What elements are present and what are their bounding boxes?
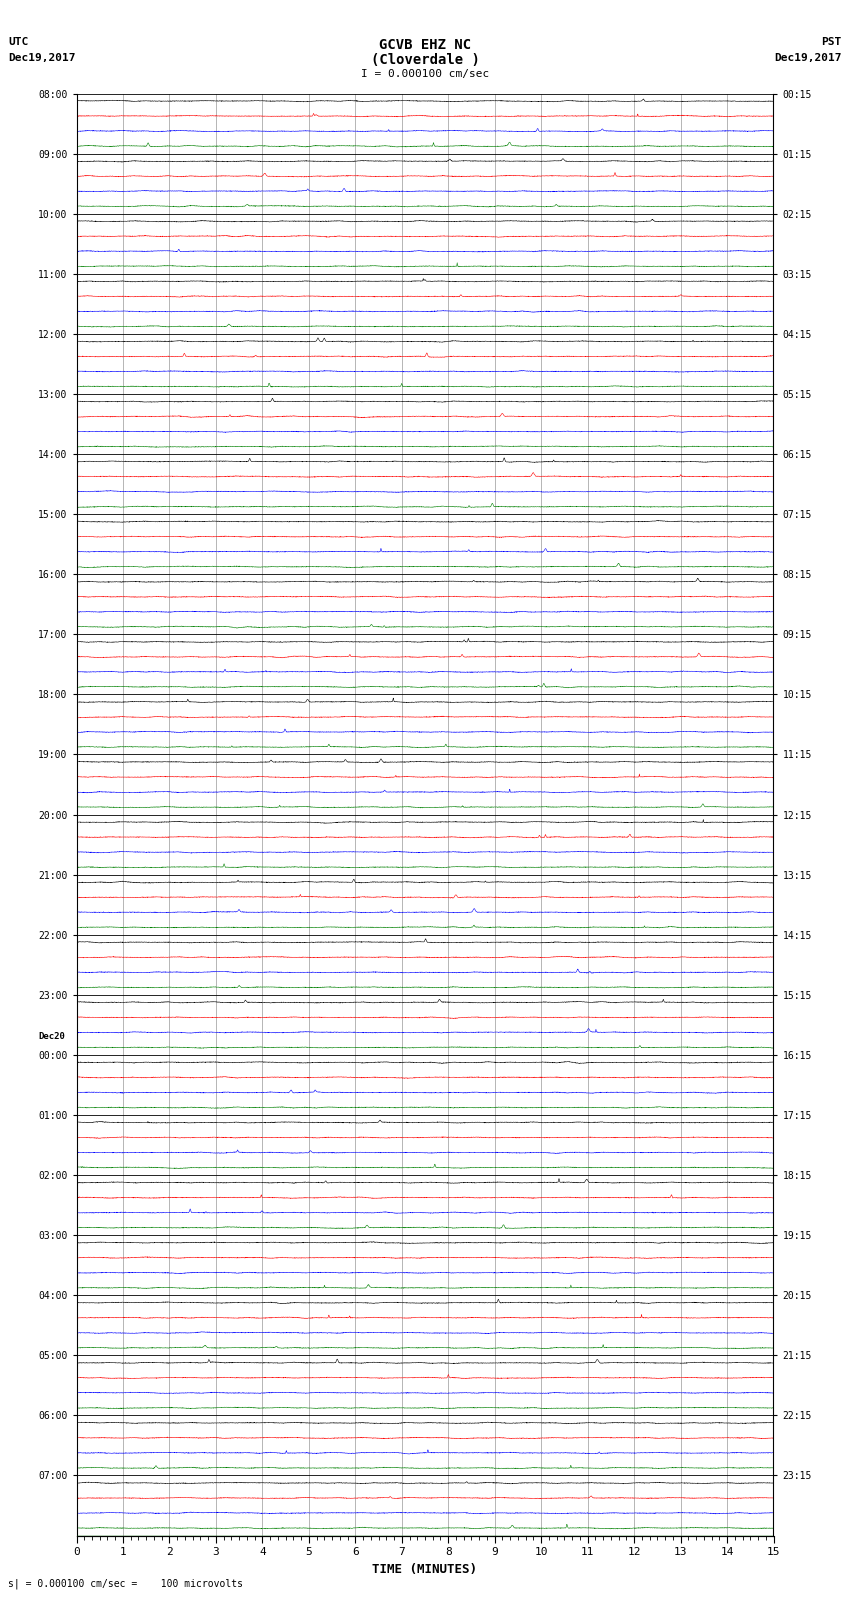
Text: Dec20: Dec20 xyxy=(38,1032,65,1042)
Text: Dec19,2017: Dec19,2017 xyxy=(774,53,842,63)
X-axis label: TIME (MINUTES): TIME (MINUTES) xyxy=(372,1563,478,1576)
Text: UTC: UTC xyxy=(8,37,29,47)
Text: Dec19,2017: Dec19,2017 xyxy=(8,53,76,63)
Text: PST: PST xyxy=(821,37,842,47)
Text: GCVB EHZ NC: GCVB EHZ NC xyxy=(379,39,471,52)
Text: I = 0.000100 cm/sec: I = 0.000100 cm/sec xyxy=(361,69,489,79)
Text: s| = 0.000100 cm/sec =    100 microvolts: s| = 0.000100 cm/sec = 100 microvolts xyxy=(8,1579,243,1589)
Text: (Cloverdale ): (Cloverdale ) xyxy=(371,53,479,66)
